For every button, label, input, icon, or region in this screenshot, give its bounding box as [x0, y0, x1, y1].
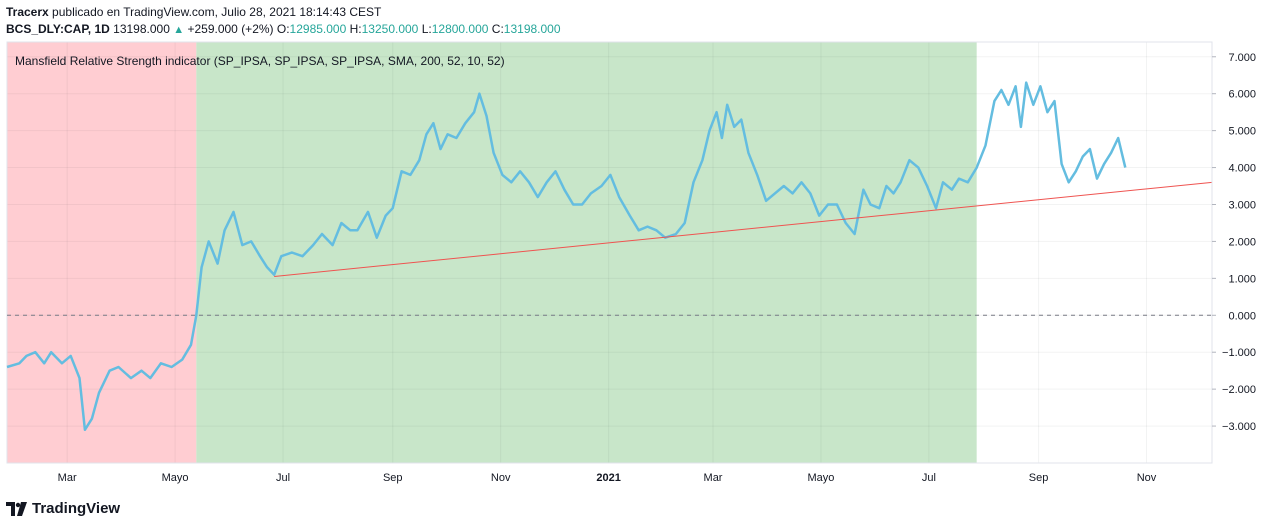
y-tick-label: 4.000	[1228, 163, 1256, 175]
low-value: 12800.000	[431, 22, 489, 36]
x-tick-label: Sep	[383, 472, 403, 484]
low-label: L:	[421, 22, 432, 36]
last-price: 13198.000	[113, 22, 170, 36]
y-tick-label: −1.000	[1222, 347, 1256, 359]
background-zone-1	[196, 42, 977, 463]
y-tick-label: 0.000	[1228, 310, 1256, 322]
x-tick-label: Mayo	[162, 472, 189, 484]
publish-info: publicado en TradingView.com, Julio 28, …	[52, 5, 382, 19]
tradingview-logo-icon	[6, 501, 27, 516]
series-line-0	[6, 81, 1127, 432]
author-name[interactable]: Tracerx	[6, 5, 49, 19]
close-value: 13198.000	[503, 22, 561, 36]
y-tick-label: 7.000	[1228, 52, 1256, 64]
chart-header: Tracerx publicado en TradingView.com, Ju…	[6, 4, 561, 39]
y-tick-label: 2.000	[1228, 236, 1256, 248]
y-tick-label: −2.000	[1222, 384, 1256, 396]
x-tick-label: Jul	[276, 472, 290, 484]
y-tick-label: 5.000	[1228, 126, 1256, 138]
x-tick-label: Mar	[704, 472, 723, 484]
x-tick-label: Mar	[58, 472, 77, 484]
y-tick-label: 6.000	[1228, 89, 1256, 101]
high-value: 13250.000	[361, 22, 419, 36]
x-tick-label: Nov	[1137, 472, 1157, 484]
price-change: +259.000 (+2%)	[187, 22, 274, 36]
y-tick-label: 3.000	[1228, 199, 1256, 211]
x-tick-label: Nov	[491, 472, 511, 484]
open-value: 12985.000	[289, 22, 347, 36]
indicator-title: Mansfield Relative Strength indicator (S…	[15, 54, 505, 68]
x-tick-label: 2021	[596, 472, 620, 484]
trendline-0	[274, 181, 1213, 278]
tradingview-branding: TradingView	[6, 500, 120, 517]
high-label: H:	[349, 22, 362, 36]
background-zone-0	[7, 42, 197, 463]
ohlc-line: BCS_DLY:CAP, 1D 13198.000 ▲ +259.000 (+2…	[6, 21, 561, 39]
close-label: C:	[491, 22, 504, 36]
publish-line: Tracerx publicado en TradingView.com, Ju…	[6, 4, 561, 21]
open-label: O:	[276, 22, 290, 36]
x-tick-label: Sep	[1029, 472, 1049, 484]
up-arrow-icon: ▲	[173, 24, 185, 36]
tradingview-wordmark: TradingView	[32, 500, 121, 517]
y-tick-label: 1.000	[1228, 273, 1256, 285]
x-tick-label: Jul	[922, 472, 936, 484]
y-tick-label: −3.000	[1222, 421, 1256, 433]
symbol-label[interactable]: BCS_DLY:CAP, 1D	[6, 22, 110, 36]
x-tick-label: Mayo	[807, 472, 834, 484]
